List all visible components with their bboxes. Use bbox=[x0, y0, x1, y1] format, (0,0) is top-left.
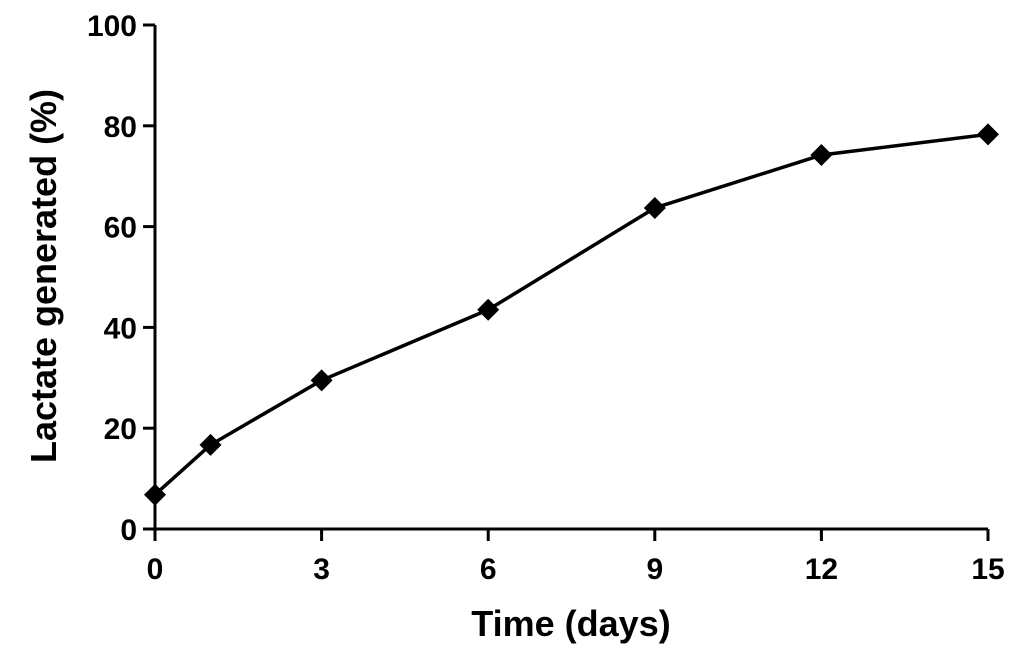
data-point-marker bbox=[477, 298, 500, 321]
x-tick-label: 12 bbox=[805, 553, 838, 586]
data-point-marker bbox=[977, 123, 999, 146]
data-point-marker bbox=[199, 433, 222, 456]
x-tick-label: 3 bbox=[313, 553, 330, 586]
y-tick-label: 20 bbox=[104, 413, 137, 446]
y-tick-label: 60 bbox=[104, 212, 137, 245]
y-tick-label: 0 bbox=[120, 514, 137, 547]
x-tick-label: 15 bbox=[971, 553, 1004, 586]
y-tick-label: 80 bbox=[104, 111, 137, 144]
y-tick-label: 100 bbox=[87, 10, 137, 43]
data-point-marker bbox=[310, 369, 333, 392]
x-axis-title: Time (days) bbox=[471, 603, 670, 644]
y-tick-label: 40 bbox=[104, 312, 137, 345]
x-tick-label: 0 bbox=[147, 553, 164, 586]
series-line bbox=[153, 132, 989, 497]
x-tick-label: 9 bbox=[646, 553, 663, 586]
y-axis-title: Lactate generated (%) bbox=[23, 89, 64, 463]
series-group bbox=[144, 123, 999, 506]
data-point-marker bbox=[810, 144, 833, 167]
y-axis: 0 20 40 60 80 100 bbox=[87, 10, 157, 547]
x-axis: 0 3 6 9 12 15 bbox=[147, 527, 1005, 586]
data-point-marker bbox=[144, 483, 166, 506]
data-point-marker bbox=[643, 196, 666, 219]
x-tick-label: 6 bbox=[480, 553, 497, 586]
